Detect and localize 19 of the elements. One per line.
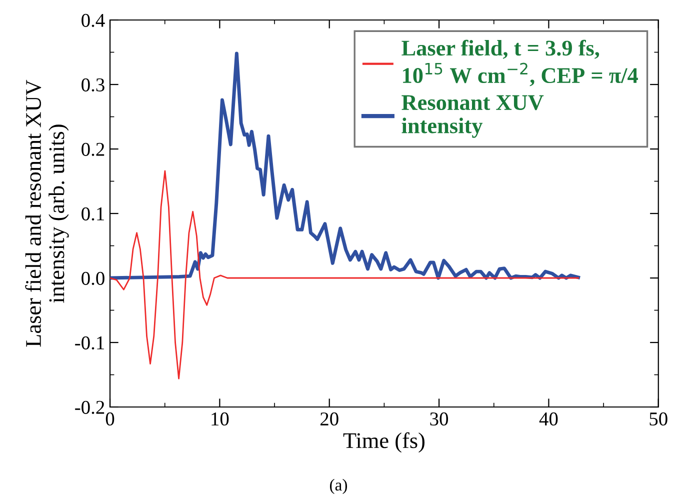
y-tick-label: 0.2	[82, 142, 104, 156]
y-tick-label: 0.4	[82, 14, 105, 28]
legend-label: Resonant XUV intensity	[402, 95, 544, 138]
x-tick-label: 30	[430, 412, 448, 426]
x-tick-label: 50	[650, 412, 668, 426]
y-axis-title: Laser field and resonant XUV intensity (arb. units)	[25, 80, 69, 347]
x-tick-label: 40	[539, 412, 558, 426]
y-tick-label: -0.1	[75, 336, 104, 350]
y-tick-label: -0.2	[75, 400, 104, 414]
legend-label: Laser field, t = 3.9 fs, 10$^{15}$ W cm$^{−2}$, CEP = π/4	[402, 40, 638, 86]
text: (a)	[330, 478, 348, 494]
y-tick-label: 0.3	[82, 78, 104, 92]
x-tick-label: 0	[106, 412, 114, 426]
x-tick-label: 10	[212, 412, 229, 426]
x-tick-label: 20	[320, 412, 338, 426]
y-tick-label: 0.0	[82, 272, 104, 286]
x-axis-title: Time (fs)	[343, 432, 424, 453]
line-series	[110, 170, 580, 380]
y-tick-label: 0.1	[82, 207, 104, 221]
